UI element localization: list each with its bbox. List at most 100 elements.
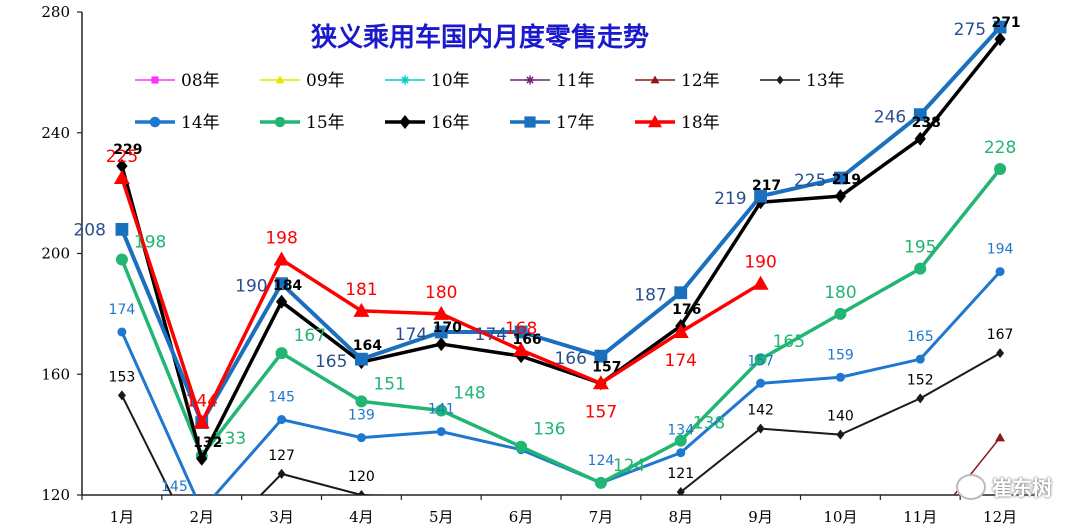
data-point-17 bbox=[754, 189, 767, 203]
data-point-15 bbox=[115, 253, 128, 266]
chart-axes: 120 160 200 240 280 1月 2月 3月 4月 5月 6月 7月 8月 9月 10月 11月 1… bbox=[41, 3, 1040, 526]
data-label-16: 217 bbox=[752, 178, 781, 194]
watermark-text: 崔东树 bbox=[992, 476, 1052, 500]
legend-label: 15年 bbox=[306, 113, 345, 133]
data-label-16: 219 bbox=[832, 172, 861, 188]
data-label-15: 124 bbox=[613, 456, 645, 476]
series-18 bbox=[113, 170, 769, 429]
x-tick-label: 7月 bbox=[589, 508, 614, 526]
data-label-17: 174 bbox=[395, 325, 427, 345]
x-tick-label: 9月 bbox=[748, 508, 773, 526]
data-point-14 bbox=[117, 327, 127, 337]
legend-label: 11年 bbox=[556, 71, 595, 91]
data-label-16: 166 bbox=[512, 332, 541, 348]
data-label-17: 246 bbox=[874, 108, 906, 128]
data-point-15 bbox=[994, 162, 1007, 175]
data-label-15: 195 bbox=[904, 238, 936, 258]
data-label-18: 198 bbox=[265, 229, 297, 249]
y-tick-label: 240 bbox=[41, 124, 70, 142]
data-label-16: 132 bbox=[193, 435, 222, 451]
data-label-18: 181 bbox=[345, 280, 377, 300]
data-label-14: 124 bbox=[588, 453, 615, 469]
y-tick-label: 120 bbox=[41, 486, 70, 504]
legend-swatch-marker bbox=[275, 75, 285, 84]
data-point-18 bbox=[113, 170, 130, 185]
data-point-14 bbox=[835, 372, 845, 382]
data-label-17: 219 bbox=[714, 189, 746, 209]
data-label-13: 127 bbox=[268, 448, 295, 464]
x-tick-label: 10月 bbox=[823, 508, 857, 526]
data-point-16 bbox=[914, 131, 926, 146]
data-label-15: 228 bbox=[984, 138, 1016, 158]
data-label-14: 141 bbox=[428, 402, 455, 418]
data-point-17 bbox=[275, 277, 288, 291]
data-label-14: 194 bbox=[987, 242, 1014, 258]
data-label-13: 167 bbox=[987, 327, 1014, 343]
data-point-17 bbox=[355, 352, 368, 366]
legend-swatch-marker bbox=[400, 75, 410, 85]
legend: 08年 09年 10年 11年 12年 13年 14年 15年 16年 17年 18年 bbox=[135, 71, 845, 133]
series-15 bbox=[115, 162, 1007, 489]
data-label-16: 184 bbox=[273, 278, 302, 294]
data-point-16 bbox=[834, 189, 847, 204]
data-label-17: 275 bbox=[954, 20, 986, 40]
series-line-16 bbox=[120, 38, 1002, 461]
legend-label: 17年 bbox=[556, 113, 595, 133]
legend-label: 12年 bbox=[681, 71, 720, 91]
legend-item-16: 16年 bbox=[385, 113, 470, 133]
data-label-14: 174 bbox=[109, 302, 136, 318]
data-point-16 bbox=[275, 294, 288, 309]
wechat-icon bbox=[956, 473, 986, 500]
data-label-17: 166 bbox=[554, 349, 586, 369]
chart-title: 狭义乘用车国内月度零售走势 bbox=[310, 22, 649, 53]
data-label-14: 145 bbox=[268, 390, 295, 406]
data-label-13: 153 bbox=[109, 369, 136, 385]
data-label-16: 271 bbox=[991, 15, 1020, 31]
legend-swatch-marker bbox=[648, 115, 662, 128]
data-label-17: 187 bbox=[634, 286, 666, 306]
data-label-15: 148 bbox=[453, 383, 485, 403]
data-label-17: 190 bbox=[235, 277, 267, 297]
data-label-14: 157 bbox=[747, 353, 774, 369]
legend-swatch-marker bbox=[399, 115, 411, 129]
data-label-18: 190 bbox=[744, 253, 776, 273]
data-point-14 bbox=[436, 427, 446, 437]
data-point-17 bbox=[834, 171, 847, 185]
data-point-15 bbox=[275, 347, 288, 360]
data-label-15: 165 bbox=[773, 332, 805, 352]
x-tick-label: 4月 bbox=[349, 508, 374, 526]
data-point-15 bbox=[594, 476, 607, 489]
data-point-17 bbox=[434, 325, 448, 339]
data-point-17 bbox=[993, 20, 1007, 34]
legend-item-18: 18年 bbox=[635, 113, 720, 133]
data-label-16: 229 bbox=[113, 142, 142, 158]
data-point-13 bbox=[836, 429, 845, 440]
x-tick-label: 5月 bbox=[429, 508, 454, 526]
series-13 bbox=[117, 348, 1005, 495]
y-tick-label: 200 bbox=[41, 245, 70, 263]
data-point-13 bbox=[916, 393, 925, 404]
data-label-18: 180 bbox=[425, 283, 457, 303]
legend-item-15: 15年 bbox=[260, 113, 345, 133]
data-point-16 bbox=[196, 451, 208, 466]
data-point-17 bbox=[514, 325, 528, 339]
data-point-13 bbox=[117, 390, 126, 401]
data-point-15 bbox=[674, 434, 687, 447]
data-label-14: 145 bbox=[161, 479, 188, 495]
series-16 bbox=[116, 32, 1006, 466]
data-label-17: 165 bbox=[315, 352, 347, 372]
data-label-15: 180 bbox=[824, 283, 856, 303]
data-point-17 bbox=[115, 222, 129, 236]
legend-swatch-marker bbox=[650, 75, 660, 84]
x-tick-label: 1月 bbox=[110, 508, 135, 526]
x-tick-label: 2月 bbox=[189, 508, 214, 526]
data-point-16 bbox=[116, 158, 128, 173]
data-label-14: 159 bbox=[827, 347, 854, 363]
data-point-17 bbox=[674, 286, 688, 300]
data-label-15: 151 bbox=[373, 374, 405, 394]
data-label-17: 208 bbox=[73, 220, 105, 240]
data-label-14: 165 bbox=[907, 329, 934, 345]
data-label-17: 225 bbox=[794, 171, 826, 191]
